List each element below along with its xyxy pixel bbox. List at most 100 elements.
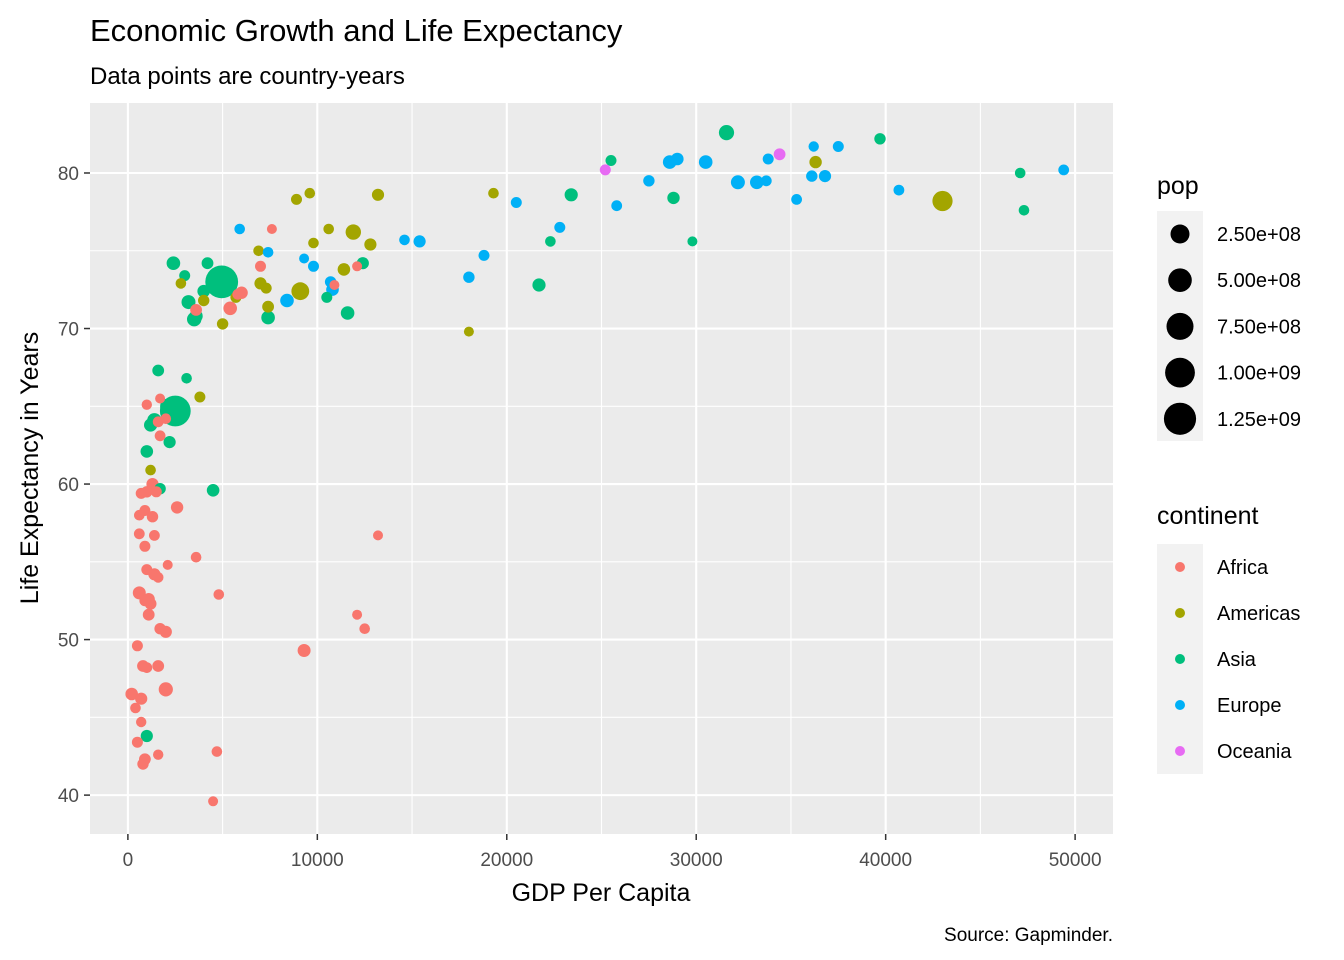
- data-point-africa: [134, 509, 145, 521]
- data-point-asia: [163, 436, 176, 449]
- data-point-africa: [135, 692, 148, 705]
- y-axis-label: Life Expectancy in Years: [16, 332, 44, 604]
- data-point-africa: [158, 682, 173, 697]
- data-point-europe: [808, 141, 819, 152]
- data-point-asia: [261, 310, 275, 325]
- data-point-americas: [463, 326, 474, 337]
- data-point-africa: [170, 501, 184, 514]
- data-point-africa: [142, 608, 155, 621]
- data-point-americas: [198, 294, 210, 307]
- size-legend-key: [1168, 268, 1192, 293]
- size-legend-label: 7.50e+08: [1217, 316, 1301, 338]
- data-point-europe: [750, 175, 764, 190]
- data-point-africa: [211, 746, 223, 757]
- data-point-asia: [205, 265, 239, 299]
- data-point-africa: [329, 280, 340, 290]
- data-point-africa: [150, 486, 162, 498]
- y-tick-label: 80: [58, 164, 79, 185]
- data-point-europe: [671, 152, 684, 166]
- color-legend: continent Africa Americas Asia Europe Oceani…: [1157, 502, 1300, 774]
- data-point-africa: [131, 640, 143, 652]
- data-point-africa: [141, 399, 152, 410]
- x-tick-label: 20000: [480, 850, 533, 871]
- color-legend-label: Asia: [1217, 649, 1257, 671]
- data-point-europe: [818, 170, 832, 183]
- data-point-asia: [206, 484, 220, 497]
- color-legend-key: [1175, 562, 1185, 572]
- size-legend-key: [1165, 357, 1195, 388]
- data-point-americas: [262, 300, 274, 313]
- data-point-asia: [1014, 167, 1026, 179]
- data-point-americas: [364, 238, 377, 251]
- data-point-asia: [564, 188, 578, 202]
- x-tick-label: 10000: [291, 850, 344, 871]
- data-point-africa: [232, 288, 244, 300]
- chart-subtitle: Data points are country-years: [90, 63, 405, 90]
- y-tick-label: 70: [58, 320, 79, 341]
- size-legend: pop 2.50e+08 5.00e+08 7.50e+08 1.00e+09 1.25…: [1157, 172, 1301, 441]
- data-point-americas: [371, 188, 385, 201]
- data-point-europe: [510, 197, 522, 208]
- data-point-americas: [932, 190, 953, 212]
- data-point-asia: [201, 257, 214, 270]
- data-point-europe: [413, 235, 426, 248]
- data-point-africa: [141, 662, 153, 673]
- data-point-asia: [718, 125, 735, 141]
- data-point-asia: [152, 364, 165, 377]
- data-point-europe: [262, 247, 274, 258]
- color-legend-label: Americas: [1217, 603, 1300, 625]
- y-tick-label: 40: [58, 786, 79, 807]
- y-tick-label: 50: [58, 631, 79, 652]
- color-legend-key: [1175, 654, 1185, 664]
- data-point-asia: [140, 729, 153, 743]
- data-point-africa: [190, 304, 203, 316]
- data-point-asia: [140, 445, 154, 458]
- color-legend-label: Oceania: [1217, 741, 1292, 763]
- data-point-asia: [160, 398, 176, 414]
- color-legend-label: Africa: [1217, 557, 1269, 579]
- grid-major: [90, 103, 1113, 834]
- data-point-africa: [154, 623, 166, 635]
- data-point-europe: [478, 249, 490, 261]
- data-point-africa: [135, 487, 147, 499]
- data-point-asia: [874, 133, 886, 145]
- data-point-europe: [791, 194, 802, 205]
- data-point-africa: [352, 609, 363, 620]
- data-point-africa: [297, 644, 311, 657]
- data-point-asia: [545, 236, 556, 247]
- data-point-africa: [136, 716, 147, 728]
- data-point-americas: [291, 193, 302, 205]
- data-point-asia: [532, 278, 546, 292]
- data-point-asia: [181, 295, 196, 310]
- data-point-africa: [146, 511, 159, 523]
- data-point-americas: [253, 245, 264, 257]
- data-point-africa: [152, 660, 165, 672]
- data-point-europe: [299, 253, 310, 264]
- data-point-africa: [155, 393, 166, 404]
- data-point-europe: [399, 234, 410, 246]
- data-point-americas: [345, 224, 361, 240]
- size-legend-label: 5.00e+08: [1217, 270, 1301, 292]
- data-point-europe: [760, 175, 772, 187]
- color-legend-key: [1175, 746, 1185, 756]
- data-point-americas: [291, 282, 310, 301]
- data-point-europe: [280, 293, 294, 308]
- size-legend-key: [1170, 224, 1190, 244]
- data-point-africa: [154, 430, 166, 442]
- y-axis-ticks: 40 50 60 70 80: [58, 164, 90, 807]
- data-point-europe: [832, 141, 844, 152]
- data-point-europe: [643, 175, 655, 187]
- size-legend-label: 1.25e+09: [1217, 409, 1301, 431]
- color-legend-title: continent: [1157, 502, 1259, 530]
- data-point-africa: [162, 559, 173, 570]
- data-point-africa: [266, 224, 277, 234]
- chart-caption: Source: Gapminder.: [944, 925, 1113, 946]
- data-point-asia: [667, 191, 680, 205]
- size-legend-label: 2.50e+08: [1217, 224, 1301, 246]
- data-point-africa: [190, 551, 202, 563]
- data-point-americas: [323, 223, 335, 235]
- data-point-africa: [208, 796, 219, 807]
- data-point-europe: [1058, 164, 1070, 176]
- data-point-europe: [463, 271, 475, 283]
